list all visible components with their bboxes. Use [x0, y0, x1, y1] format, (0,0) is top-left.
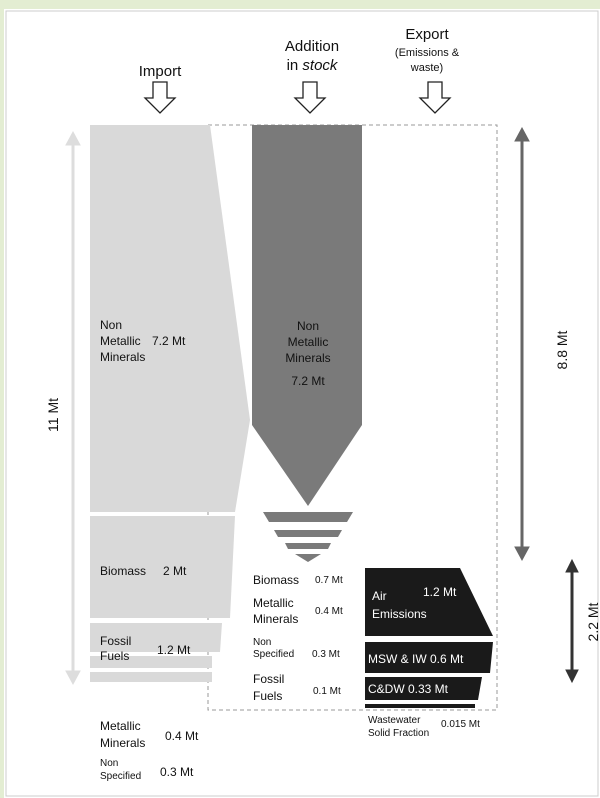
arrow-addition	[293, 81, 327, 114]
amount: 7.2 Mt	[152, 334, 186, 348]
export-cdw	[365, 677, 482, 700]
label: Non	[297, 319, 319, 333]
top-band	[0, 0, 600, 9]
header-import: Import	[139, 63, 182, 80]
stock-boundary	[207, 124, 498, 711]
stock-biomass	[263, 512, 353, 522]
total-import-arrow	[65, 130, 81, 686]
total-stock: 8.8 Mt	[554, 330, 570, 369]
total-export-arrow	[565, 558, 579, 684]
left-band	[0, 0, 4, 798]
amount: 1.2 Mt	[157, 643, 191, 657]
label: Air	[372, 589, 387, 603]
export-msw	[365, 642, 493, 673]
amount: 0.1 Mt	[313, 686, 341, 697]
amount: 1.2 Mt	[423, 585, 457, 599]
label: Fuels	[253, 689, 282, 703]
label: Non	[100, 758, 118, 769]
frame	[5, 10, 599, 797]
down-arrows	[143, 81, 452, 114]
arrow-head	[65, 130, 81, 146]
amount: 0.4 Mt	[165, 729, 199, 743]
label: Metallic	[100, 719, 141, 733]
arrow-head	[65, 670, 81, 686]
header-export: Export	[405, 26, 449, 43]
arrow-head	[514, 126, 530, 142]
label: Metallic	[100, 334, 141, 348]
label: Minerals	[100, 736, 145, 750]
stock-nonmetallic	[252, 125, 362, 506]
amount: 0.015 Mt	[441, 719, 480, 730]
label: Emissions	[372, 607, 427, 621]
header-export-3: waste)	[410, 62, 443, 74]
amount: 2 Mt	[163, 564, 187, 578]
stock: stock	[302, 57, 339, 74]
import-metallic	[90, 656, 212, 668]
import-nonspecified	[90, 672, 212, 682]
header-addition-2: in stock	[287, 57, 339, 74]
arrow-head	[514, 546, 530, 562]
export-wastewater	[365, 704, 475, 708]
label: Minerals	[285, 351, 330, 365]
label: Biomass	[253, 573, 299, 587]
amount: 0.3 Mt	[312, 649, 340, 660]
label: Non	[253, 637, 271, 648]
label: Biomass	[100, 564, 146, 578]
export-flows	[365, 568, 493, 708]
amount: 0.7 Mt	[315, 575, 343, 586]
stock-flows	[252, 125, 362, 562]
label: Minerals	[100, 350, 145, 364]
label: Metallic	[253, 596, 294, 610]
total-stock-arrow	[514, 126, 530, 562]
header-export-2: (Emissions &	[395, 47, 460, 59]
arrow-export	[418, 81, 452, 114]
label: Metallic	[288, 335, 329, 349]
label: Wastewater	[368, 715, 421, 726]
import-fossil	[90, 623, 222, 652]
arrow-import	[143, 81, 177, 114]
stock-nonspecified	[285, 543, 331, 549]
amount: 0.3 Mt	[160, 765, 194, 779]
total-import: 11 Mt	[45, 398, 61, 432]
export-air	[365, 568, 493, 636]
amount: 0.4 Mt	[315, 606, 343, 617]
label: Fuels	[100, 649, 129, 663]
arrow-head	[565, 558, 579, 573]
header-addition: Addition	[285, 38, 339, 55]
in: in	[287, 57, 299, 74]
import-nonmetallic	[90, 125, 250, 512]
label: Solid Fraction	[368, 728, 429, 739]
label: Minerals	[253, 612, 298, 626]
label: MSW & IW 0.6 Mt	[368, 652, 464, 666]
total-export: 2.2 Mt	[585, 602, 600, 641]
stock-fossil	[295, 554, 321, 562]
label: C&DW 0.33 Mt	[368, 682, 449, 696]
stock-metallic	[274, 530, 342, 537]
arrow-head	[565, 669, 579, 684]
label: Non	[100, 318, 122, 332]
import-biomass	[90, 516, 235, 618]
label: Fossil	[253, 672, 284, 686]
label: Specified	[253, 649, 294, 660]
label: Fossil	[100, 634, 131, 648]
import-flows	[90, 125, 250, 682]
label: Specified	[100, 771, 141, 782]
amount: 7.2 Mt	[291, 374, 325, 388]
